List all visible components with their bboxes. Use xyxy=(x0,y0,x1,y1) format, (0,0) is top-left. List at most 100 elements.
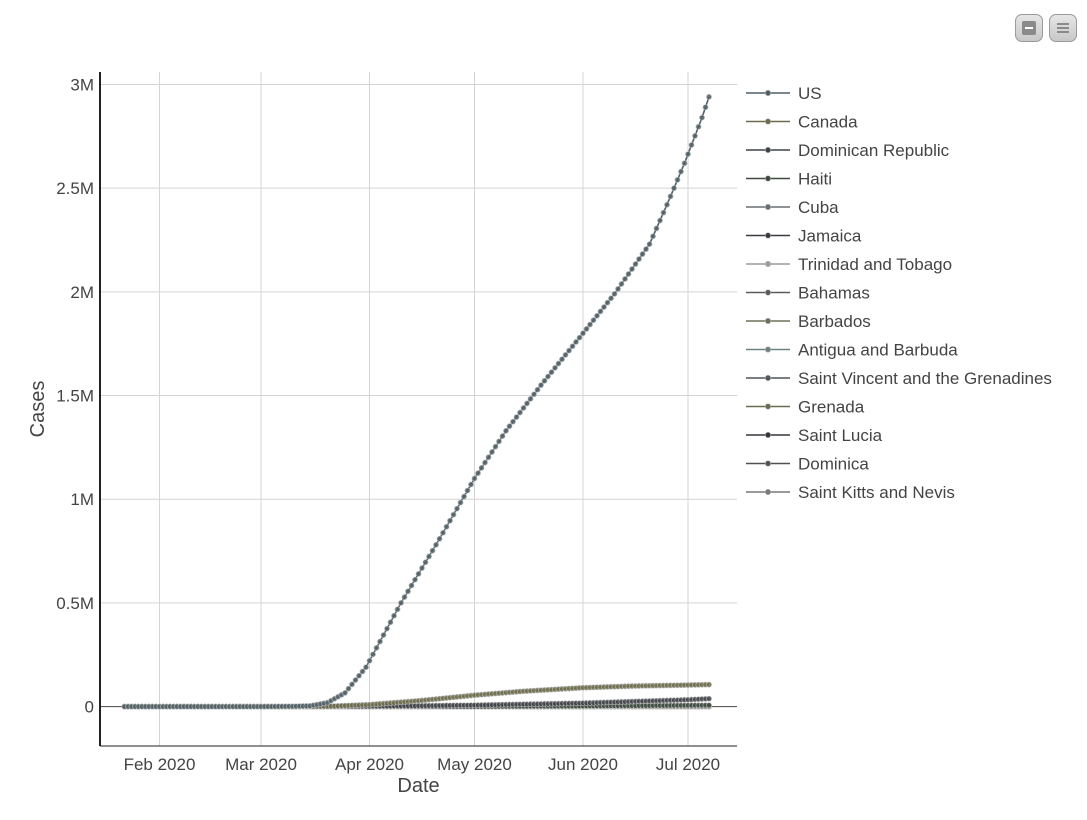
data-point xyxy=(520,405,527,411)
data-point xyxy=(454,505,460,512)
legend-label: Saint Vincent and the Grenadines xyxy=(798,369,1052,388)
data-point xyxy=(503,427,509,434)
legend-item[interactable]: Saint Vincent and the Grenadines xyxy=(746,369,1052,388)
data-point xyxy=(527,395,534,402)
data-point xyxy=(366,657,373,664)
data-point xyxy=(706,695,712,702)
data-point xyxy=(555,360,562,367)
legend-item[interactable]: Grenada xyxy=(746,398,865,417)
data-point xyxy=(566,347,572,354)
y-tick-label: 2.5M xyxy=(56,179,94,198)
legend-item[interactable]: Canada xyxy=(746,113,858,132)
data-point xyxy=(667,193,674,200)
data-point xyxy=(447,517,453,524)
data-point xyxy=(419,565,425,571)
data-point xyxy=(510,418,516,425)
data-point xyxy=(685,151,691,158)
data-point xyxy=(359,668,366,675)
data-point xyxy=(646,241,653,248)
data-point xyxy=(576,334,583,341)
legend-marker xyxy=(764,175,772,182)
legend-label: Trinidad and Tobago xyxy=(798,255,952,274)
data-point xyxy=(562,352,569,358)
data-point xyxy=(524,400,530,407)
data-point xyxy=(625,271,632,277)
data-point xyxy=(650,233,656,240)
legend-item[interactable]: Barbados xyxy=(746,312,871,331)
data-point xyxy=(597,308,604,315)
data-point xyxy=(573,339,579,345)
legend-item[interactable]: US xyxy=(746,84,822,103)
data-point xyxy=(639,251,646,257)
legend-item[interactable]: Trinidad and Tobago xyxy=(746,255,952,274)
legend-label: Cuba xyxy=(798,198,839,217)
data-point xyxy=(352,677,359,683)
data-point xyxy=(618,281,625,287)
data-point xyxy=(569,343,576,350)
legend-item[interactable]: Haiti xyxy=(746,170,832,189)
data-point xyxy=(601,304,607,310)
legend-item[interactable]: Dominican Republic xyxy=(746,141,950,160)
legend-item[interactable]: Dominica xyxy=(746,455,869,474)
data-point xyxy=(674,176,681,183)
data-point xyxy=(482,459,488,466)
data-point xyxy=(604,299,611,306)
data-point xyxy=(531,391,537,398)
data-point xyxy=(387,619,394,626)
data-point xyxy=(559,356,565,363)
legend-marker xyxy=(764,89,772,97)
x-tick-label: Feb 2020 xyxy=(124,755,196,774)
data-point xyxy=(408,582,415,589)
data-point xyxy=(695,123,702,130)
data-point xyxy=(436,535,443,542)
series-us xyxy=(121,93,712,710)
legend-item[interactable]: Antigua and Barbuda xyxy=(746,341,958,360)
series-group xyxy=(121,93,712,710)
data-point xyxy=(615,286,621,292)
data-point xyxy=(545,373,551,380)
legend[interactable]: US Canada Dominican Republic Haiti Cuba Jamai… xyxy=(746,84,1052,502)
legend-marker xyxy=(764,203,772,211)
data-point xyxy=(450,511,457,518)
data-point xyxy=(356,672,362,679)
data-point xyxy=(513,414,520,420)
data-point xyxy=(415,570,422,577)
data-point xyxy=(587,321,593,328)
data-point xyxy=(391,612,397,619)
legend-marker xyxy=(764,488,772,496)
data-point xyxy=(580,330,586,337)
y-tick-label: 0.5M xyxy=(56,594,94,613)
legend-label: Grenada xyxy=(798,398,865,417)
data-point xyxy=(657,217,663,224)
data-point xyxy=(485,454,492,461)
legend-item[interactable]: Jamaica xyxy=(746,227,862,246)
data-point xyxy=(706,93,712,100)
menu-button[interactable] xyxy=(1049,14,1077,42)
data-point xyxy=(373,645,380,651)
data-point xyxy=(464,487,471,494)
data-point xyxy=(671,185,677,192)
data-point xyxy=(594,312,600,319)
x-axis-title: Date xyxy=(397,775,439,797)
legend-label: Barbados xyxy=(798,312,871,331)
minimize-button[interactable] xyxy=(1015,14,1043,42)
data-point xyxy=(468,481,474,488)
legend-item[interactable]: Cuba xyxy=(746,198,839,217)
data-point xyxy=(443,523,450,530)
data-point xyxy=(643,246,649,253)
legend-label: Saint Lucia xyxy=(798,426,883,445)
data-point xyxy=(345,685,352,692)
data-point xyxy=(363,664,369,671)
data-point xyxy=(706,702,712,709)
y-tick-label: 2M xyxy=(70,283,94,302)
legend-item[interactable]: Saint Kitts and Nevis xyxy=(746,483,955,502)
legend-item[interactable]: Saint Lucia xyxy=(746,426,883,445)
data-point xyxy=(412,576,418,583)
legend-item[interactable]: Bahamas xyxy=(746,284,870,303)
data-point xyxy=(702,104,709,111)
data-point xyxy=(496,438,502,445)
x-tick-label: Apr 2020 xyxy=(335,755,404,774)
data-point xyxy=(499,433,506,439)
data-point xyxy=(517,409,523,416)
